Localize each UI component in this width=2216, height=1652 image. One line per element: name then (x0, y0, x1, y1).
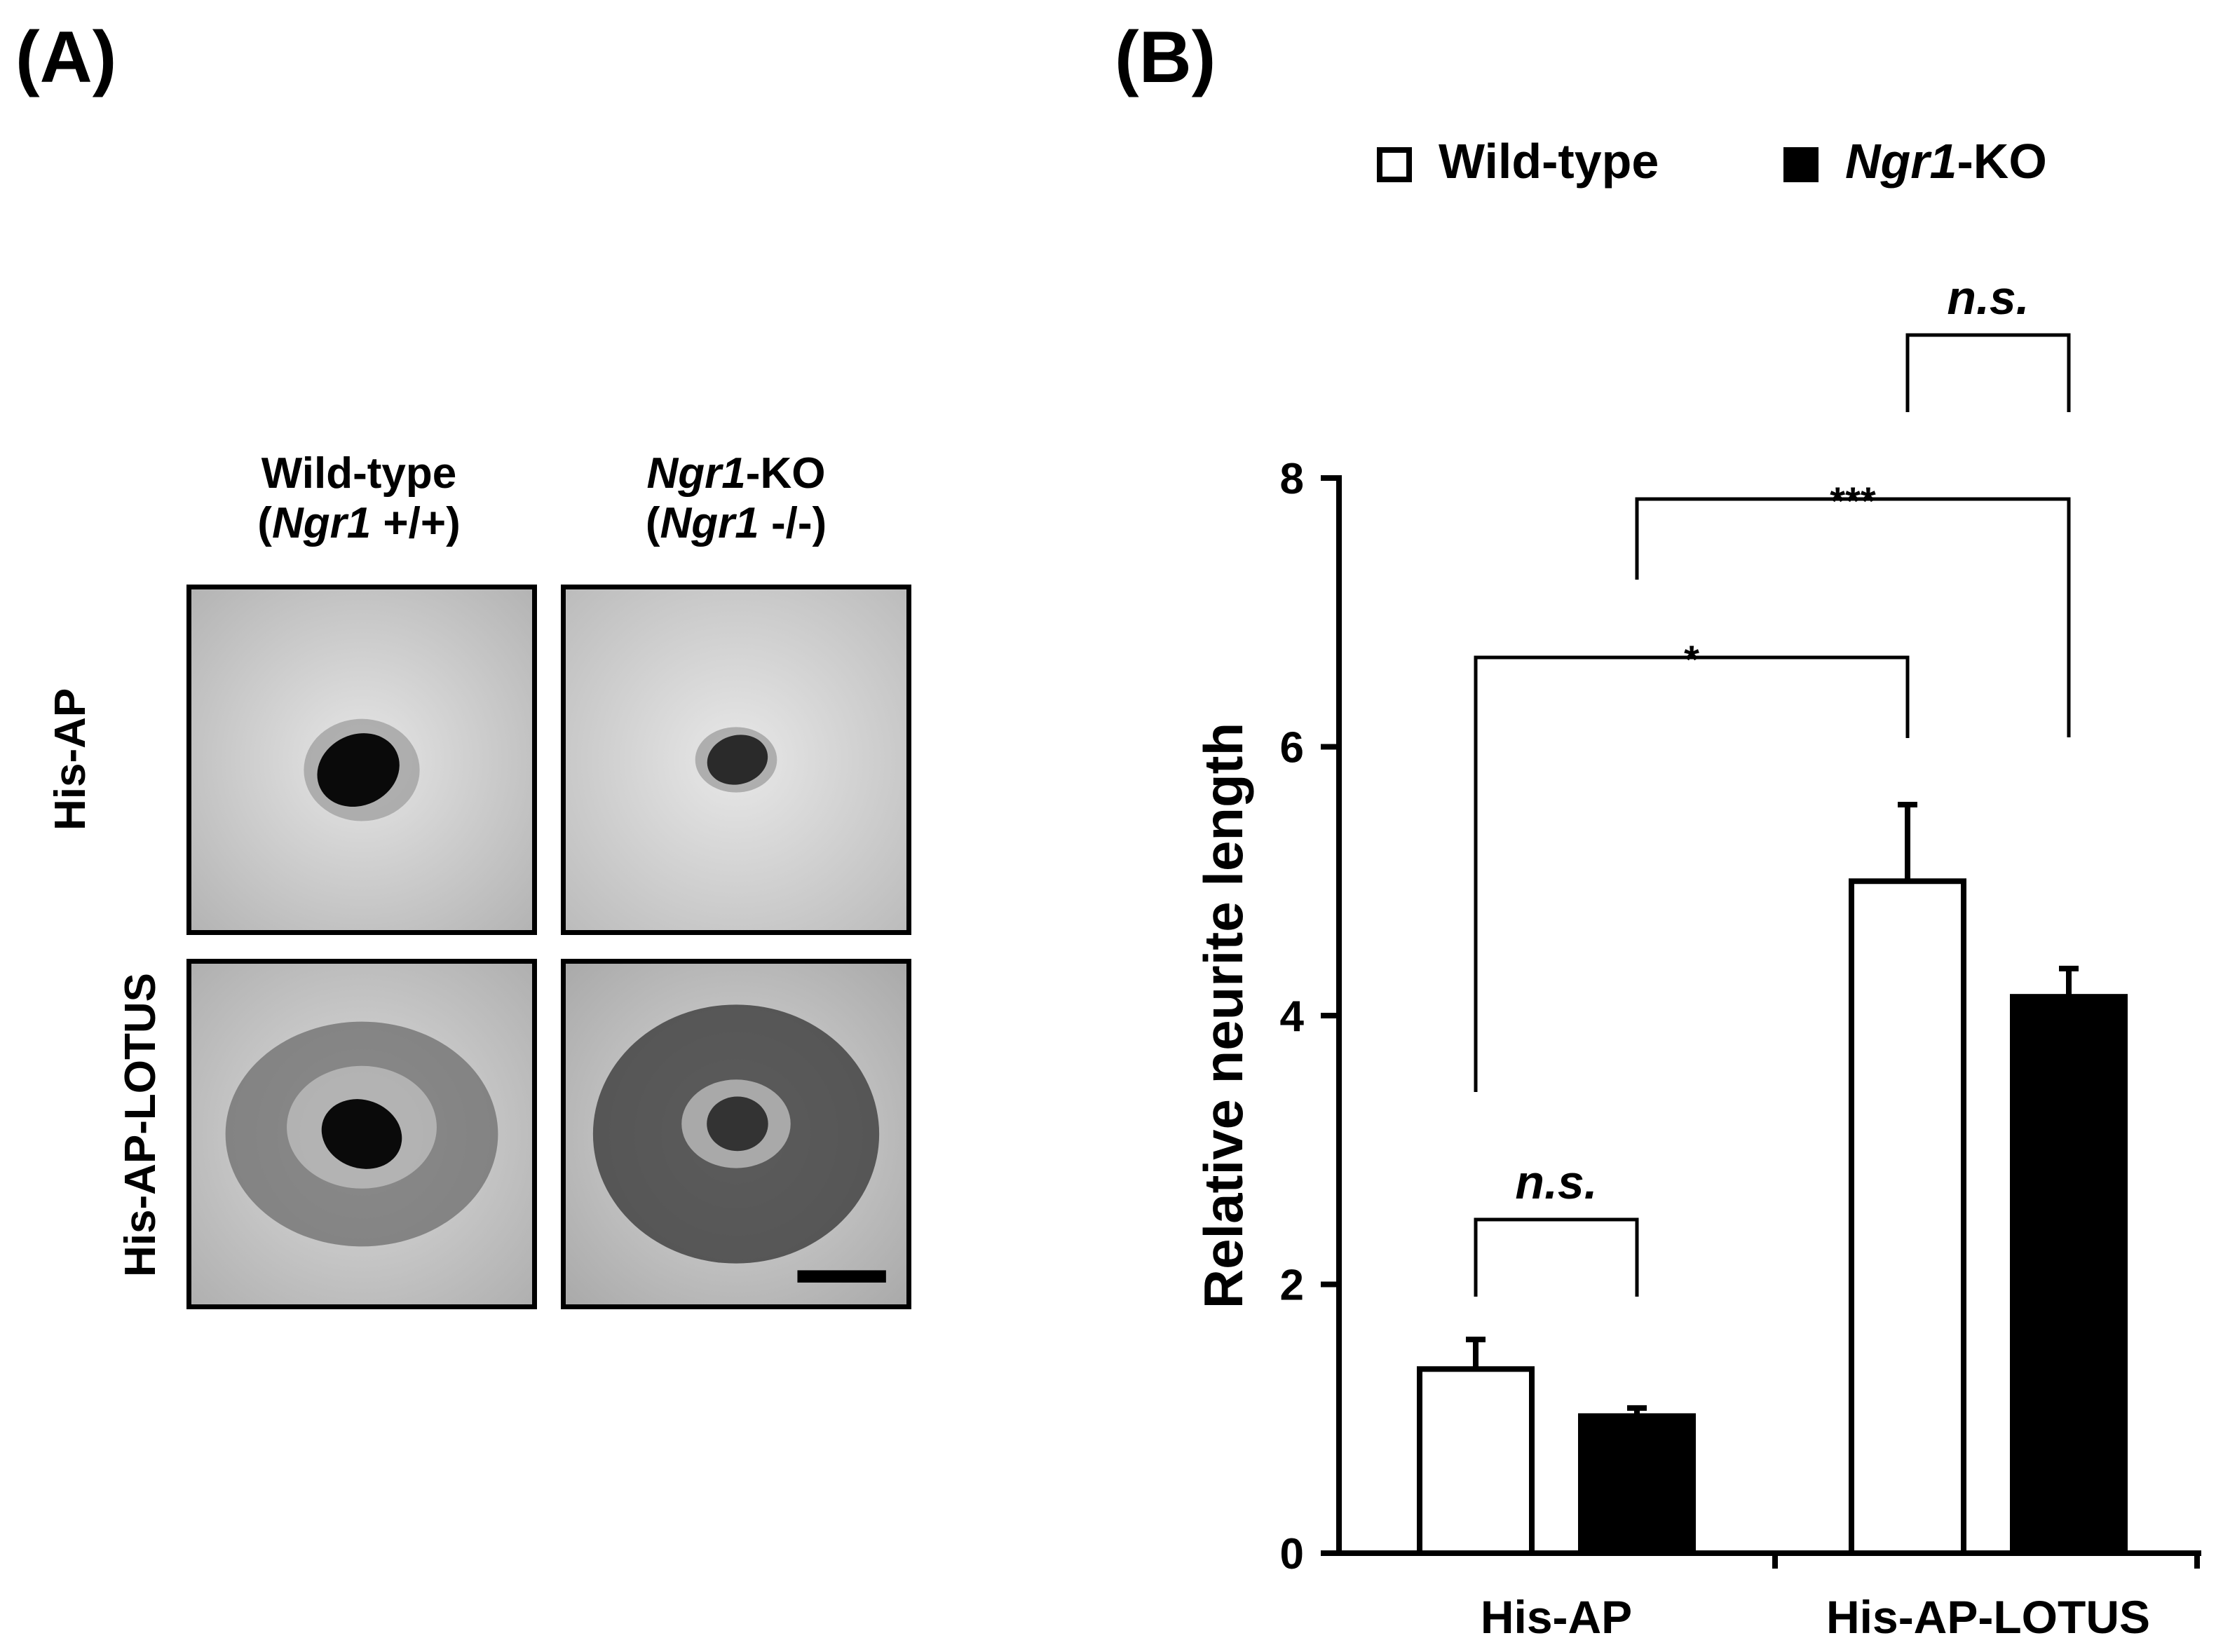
significance-bracket (1474, 1217, 1639, 1297)
significance-bracket (1905, 333, 2071, 412)
scale-bar (797, 1270, 886, 1283)
significance-label: n.s. (1947, 271, 2029, 325)
y-tick-label: 4 (1280, 992, 1305, 1041)
y-tick-label: 0 (1280, 1530, 1304, 1578)
micrograph-wild-type-his-ap-lotus (186, 959, 537, 1309)
y-tick-label: 8 (1280, 455, 1304, 503)
legend-swatch (1783, 147, 1819, 182)
significance-bracket (1474, 655, 1910, 1092)
micrograph-ngr1-ko-his-ap (561, 585, 911, 935)
x-tick-label: His-AP-LOTUS (1826, 1591, 2150, 1643)
legend-label: Wild-type (1439, 134, 1659, 189)
significance-bracket (1635, 497, 2071, 737)
y-tick-label: 2 (1280, 1262, 1304, 1310)
significance-label: * (1684, 637, 1699, 681)
legend-label: Ngr1-KO (1845, 134, 2047, 189)
panel-a-label: (A) (15, 17, 117, 98)
significance-label: n.s. (1515, 1156, 1597, 1209)
significance-label: *** (1830, 479, 1876, 523)
y-axis-label: Relative neurite length (1192, 723, 1254, 1309)
bar-his-ap-lotus-ngr1-ko (2010, 994, 2128, 1556)
column-header-ngr1-ko: Ngr1-KO (Ngr1 -/-) (645, 449, 827, 548)
bar-his-ap-wild-type (1417, 1366, 1535, 1556)
panel-b-label: (B) (1115, 17, 1216, 98)
x-tick-label: His-AP (1481, 1591, 1632, 1643)
micrograph-ngr1-ko-his-ap-lotus (561, 959, 911, 1309)
legend-swatch (1377, 147, 1412, 182)
y-tick-label: 6 (1280, 724, 1304, 772)
micrograph-wild-type-his-ap (186, 585, 537, 935)
bar-his-ap-lotus-wild-type (1849, 878, 1966, 1556)
bar-his-ap-ngr1-ko (1578, 1413, 1696, 1557)
column-header-wild-type: Wild-type (Ngr1 +/+) (257, 449, 461, 548)
